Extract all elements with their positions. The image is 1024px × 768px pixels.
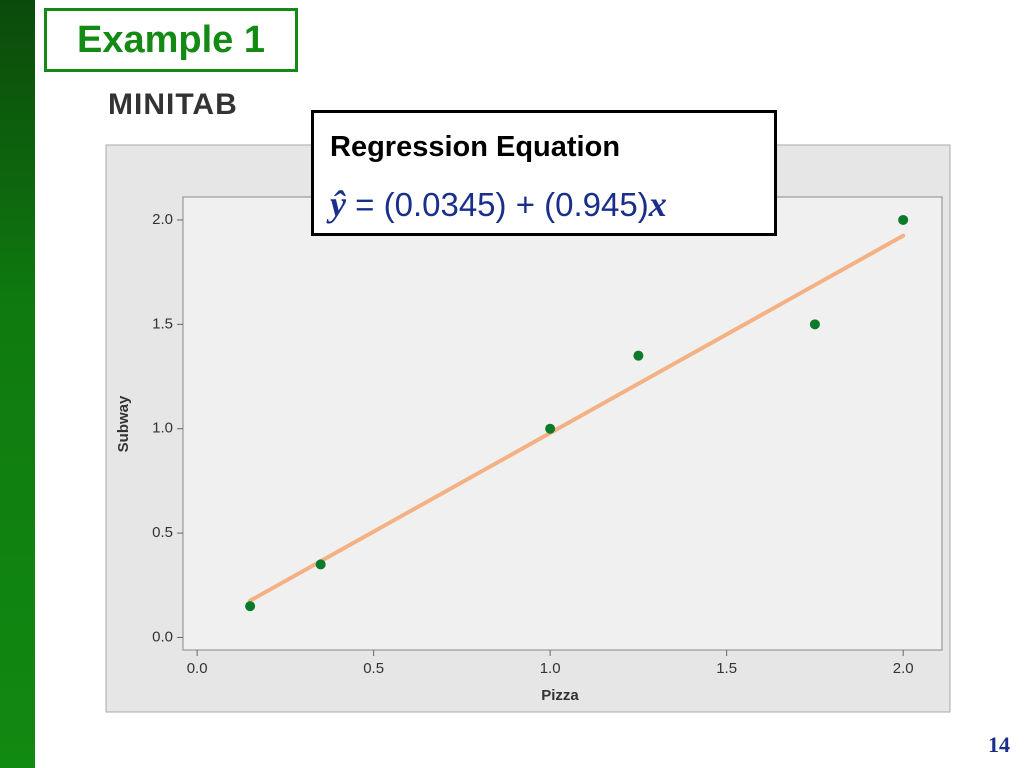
y-axis-label: Subway — [115, 395, 132, 452]
equation-text: = ( — [355, 186, 395, 223]
x-tick-label: 1.0 — [540, 660, 561, 677]
equation-title: Regression Equation — [330, 131, 621, 163]
point — [545, 423, 556, 434]
x-tick-label: 1.5 — [716, 660, 737, 677]
x-axis-label: Pizza — [541, 687, 579, 704]
slope: 0.945 — [555, 186, 638, 223]
equation-text: ) — [637, 186, 649, 223]
plot-area — [182, 196, 943, 651]
equation: ŷ = (0.0345) + (0.945)x — [330, 183, 667, 225]
software-label: MINITAB — [108, 88, 238, 121]
equation-box: Regression Equation ŷ = (0.0345) + (0.94… — [311, 110, 777, 236]
y-tick-label: 2.0 — [152, 211, 173, 228]
slide-title: Example 1 — [44, 8, 298, 72]
equation-text: ) + ( — [495, 186, 556, 223]
page-number: 14 — [988, 732, 1010, 757]
side-bar — [0, 0, 35, 768]
point — [809, 319, 820, 330]
equation-variable: x — [648, 184, 667, 224]
point — [633, 350, 644, 361]
intercept: 0.0345 — [394, 186, 496, 223]
equation-lhs: ŷ — [330, 184, 346, 224]
point — [315, 559, 326, 570]
y-tick-label: 1.5 — [152, 315, 173, 332]
y-tick-label: 1.0 — [152, 420, 173, 437]
point — [245, 601, 256, 612]
point — [898, 214, 909, 225]
y-tick-label: 0.0 — [152, 628, 173, 645]
x-tick-label: 2.0 — [893, 660, 914, 677]
regression-line — [248, 233, 906, 603]
x-tick-label: 0.5 — [363, 660, 384, 677]
x-tick-label: 0.0 — [187, 660, 208, 677]
y-tick-label: 0.5 — [152, 524, 173, 541]
